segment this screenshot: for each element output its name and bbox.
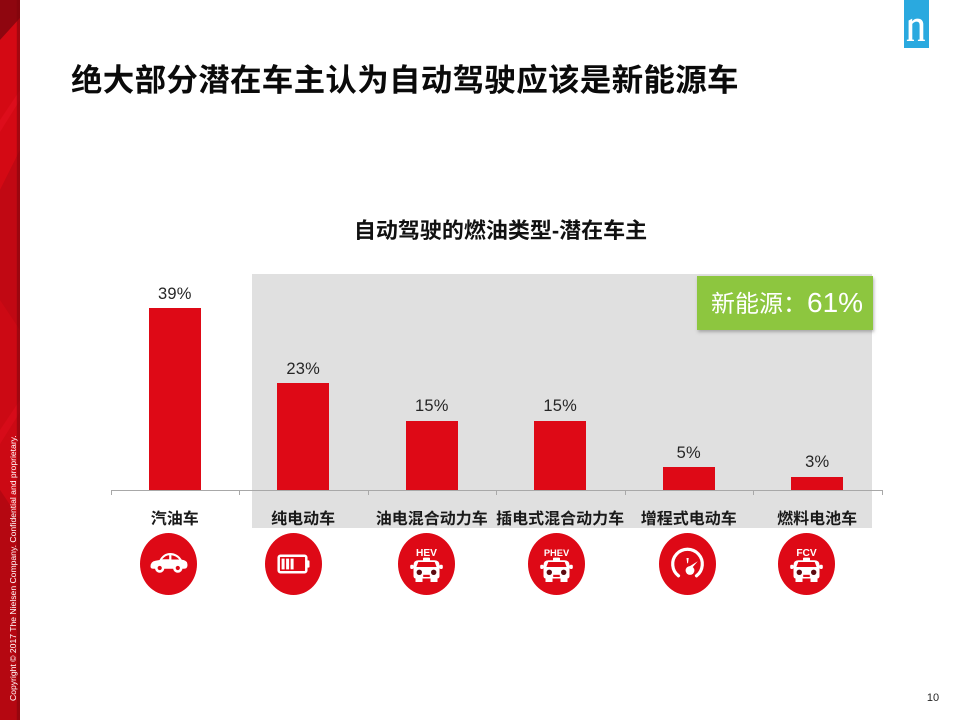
svg-text:FCV: FCV [796,548,817,559]
svg-text:HEV: HEV [416,548,437,559]
svg-text:PHEV: PHEV [543,548,569,558]
